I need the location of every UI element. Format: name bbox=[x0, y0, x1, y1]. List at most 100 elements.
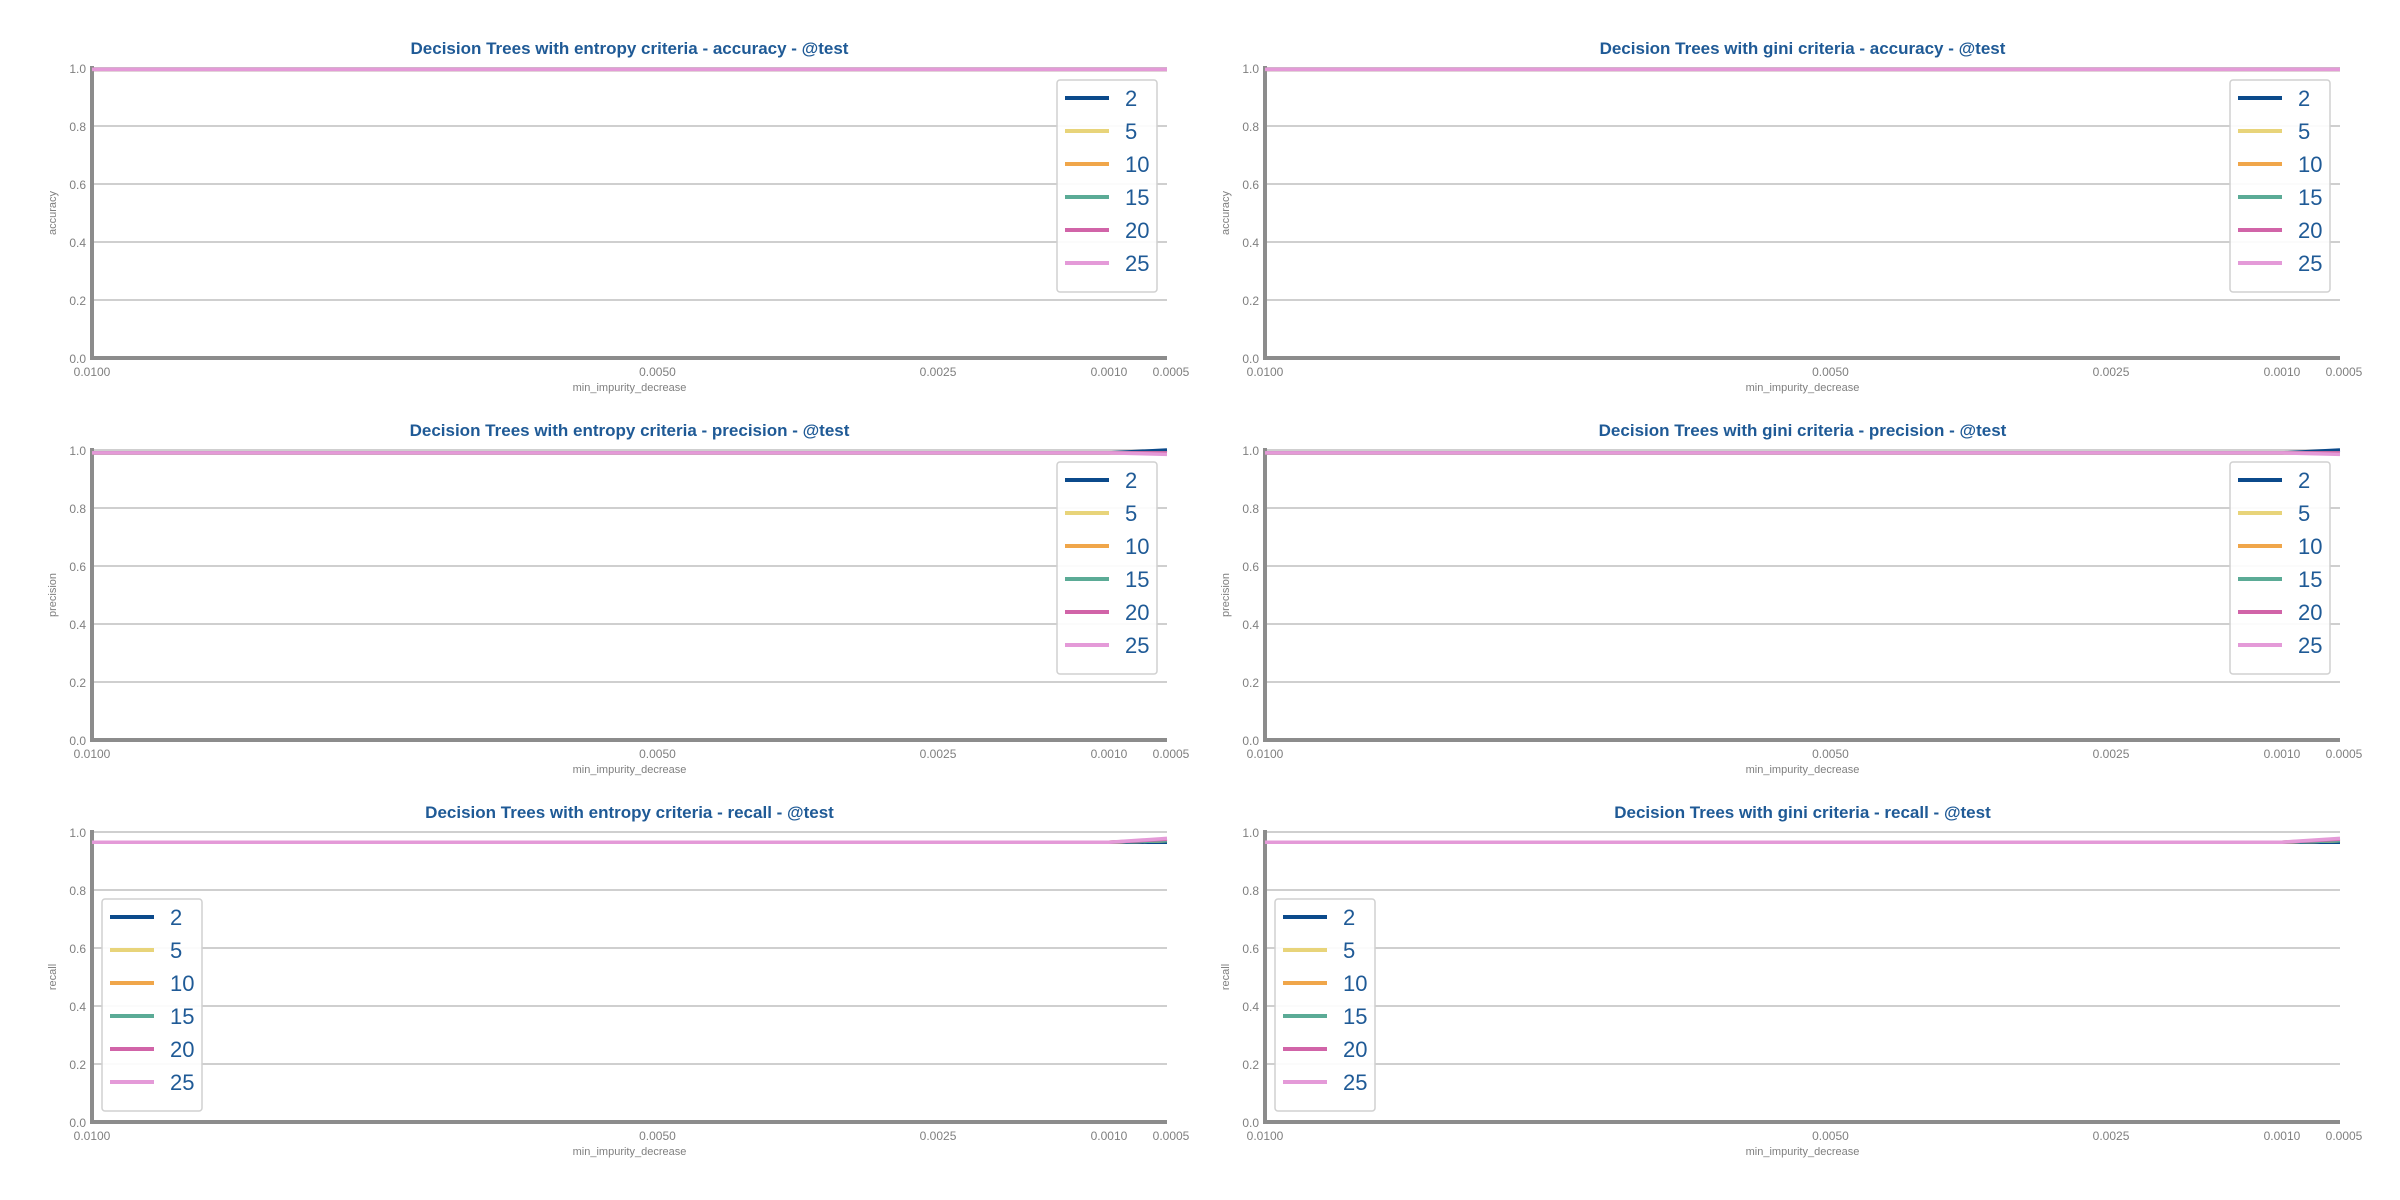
legend-label-2: 2 bbox=[1125, 86, 1137, 111]
y-tick-label: 0.0 bbox=[69, 352, 86, 366]
x-tick-label: 0.0010 bbox=[1091, 365, 1128, 379]
y-tick-label: 0.0 bbox=[1242, 352, 1259, 366]
x-tick-label: 0.0050 bbox=[1812, 747, 1849, 761]
x-tick-label: 0.0010 bbox=[2264, 365, 2301, 379]
y-axis-label: recall bbox=[1220, 964, 1232, 990]
legend-label-5: 5 bbox=[2298, 501, 2310, 526]
y-tick-label: 0.8 bbox=[1242, 120, 1259, 134]
chart-title: Decision Trees with entropy criteria - p… bbox=[410, 421, 850, 440]
legend-label-5: 5 bbox=[170, 938, 182, 963]
y-tick-label: 1.0 bbox=[69, 826, 86, 840]
x-tick-label: 0.0100 bbox=[74, 365, 111, 379]
chart-panel-4: Decision Trees with entropy criteria - r… bbox=[47, 803, 1190, 1158]
y-tick-label: 0.4 bbox=[1242, 1000, 1259, 1014]
y-tick-label: 0.6 bbox=[69, 178, 86, 192]
legend-label-25: 25 bbox=[170, 1070, 194, 1095]
y-tick-label: 0.8 bbox=[69, 502, 86, 516]
legend-label-2: 2 bbox=[1343, 905, 1355, 930]
legend-label-20: 20 bbox=[1125, 600, 1149, 625]
x-tick-label: 0.0025 bbox=[2093, 1129, 2130, 1143]
legend-label-10: 10 bbox=[170, 971, 194, 996]
x-axis-label: min_impurity_decrease bbox=[1746, 382, 1860, 394]
y-tick-label: 1.0 bbox=[69, 444, 86, 458]
legend-label-25: 25 bbox=[1125, 251, 1149, 276]
y-axis-label: accuracy bbox=[1220, 190, 1232, 235]
x-tick-label: 0.0050 bbox=[1812, 365, 1849, 379]
series-line-25 bbox=[1265, 838, 2340, 842]
x-tick-label: 0.0010 bbox=[1091, 1129, 1128, 1143]
chart-panel-5: Decision Trees with gini criteria - reca… bbox=[1220, 803, 2363, 1158]
x-tick-label: 0.0005 bbox=[2326, 1129, 2363, 1143]
y-axis-label: recall bbox=[47, 964, 59, 990]
legend-label-20: 20 bbox=[2298, 218, 2322, 243]
x-tick-label: 0.0025 bbox=[920, 365, 957, 379]
legend-label-15: 15 bbox=[1343, 1004, 1367, 1029]
y-tick-label: 0.2 bbox=[1242, 294, 1259, 308]
y-tick-label: 0.4 bbox=[69, 618, 86, 632]
legend-label-10: 10 bbox=[2298, 152, 2322, 177]
y-tick-label: 0.4 bbox=[69, 236, 86, 250]
x-tick-label: 0.0010 bbox=[2264, 747, 2301, 761]
legend-label-15: 15 bbox=[1125, 185, 1149, 210]
x-tick-label: 0.0010 bbox=[1091, 747, 1128, 761]
x-axis-label: min_impurity_decrease bbox=[573, 382, 687, 394]
y-tick-label: 0.8 bbox=[69, 120, 86, 134]
legend-label-5: 5 bbox=[1125, 119, 1137, 144]
y-axis-label: precision bbox=[1220, 573, 1232, 617]
y-tick-label: 1.0 bbox=[1242, 826, 1259, 840]
x-tick-label: 0.0050 bbox=[639, 1129, 676, 1143]
y-tick-label: 0.8 bbox=[1242, 884, 1259, 898]
legend-label-25: 25 bbox=[2298, 633, 2322, 658]
y-tick-label: 0.6 bbox=[1242, 942, 1259, 956]
legend-label-25: 25 bbox=[2298, 251, 2322, 276]
chart-panel-0: Decision Trees with entropy criteria - a… bbox=[47, 39, 1190, 394]
x-tick-label: 0.0005 bbox=[2326, 365, 2363, 379]
chart-panel-3: Decision Trees with gini criteria - prec… bbox=[1220, 421, 2363, 776]
chart-title: Decision Trees with gini criteria - accu… bbox=[1600, 39, 2006, 58]
y-tick-label: 0.2 bbox=[69, 676, 86, 690]
x-tick-label: 0.0005 bbox=[1153, 1129, 1190, 1143]
y-tick-label: 0.2 bbox=[1242, 676, 1259, 690]
x-tick-label: 0.0025 bbox=[2093, 747, 2130, 761]
series-line-25 bbox=[92, 453, 1167, 455]
x-tick-label: 0.0100 bbox=[1247, 365, 1284, 379]
y-tick-label: 0.6 bbox=[1242, 178, 1259, 192]
x-tick-label: 0.0050 bbox=[639, 365, 676, 379]
chart-title: Decision Trees with entropy criteria - a… bbox=[411, 39, 849, 58]
legend-label-15: 15 bbox=[2298, 185, 2322, 210]
x-tick-label: 0.0050 bbox=[1812, 1129, 1849, 1143]
y-tick-label: 0.2 bbox=[1242, 1058, 1259, 1072]
chart-title: Decision Trees with gini criteria - reca… bbox=[1614, 803, 1991, 822]
legend-label-2: 2 bbox=[2298, 86, 2310, 111]
y-tick-label: 0.8 bbox=[69, 884, 86, 898]
legend-label-5: 5 bbox=[1343, 938, 1355, 963]
legend-label-20: 20 bbox=[1343, 1037, 1367, 1062]
y-tick-label: 1.0 bbox=[1242, 62, 1259, 76]
x-tick-label: 0.0025 bbox=[2093, 365, 2130, 379]
x-axis-label: min_impurity_decrease bbox=[573, 1146, 687, 1158]
y-axis-label: precision bbox=[47, 573, 59, 617]
legend-label-10: 10 bbox=[1125, 534, 1149, 559]
y-tick-label: 0.6 bbox=[1242, 560, 1259, 574]
legend-label-10: 10 bbox=[1125, 152, 1149, 177]
x-tick-label: 0.0005 bbox=[1153, 747, 1190, 761]
y-tick-label: 0.4 bbox=[1242, 236, 1259, 250]
legend-label-15: 15 bbox=[2298, 567, 2322, 592]
y-tick-label: 1.0 bbox=[69, 62, 86, 76]
x-tick-label: 0.0005 bbox=[1153, 365, 1190, 379]
legend-label-15: 15 bbox=[170, 1004, 194, 1029]
x-tick-label: 0.0010 bbox=[2264, 1129, 2301, 1143]
y-tick-label: 0.2 bbox=[69, 294, 86, 308]
x-axis-label: min_impurity_decrease bbox=[1746, 764, 1860, 776]
x-axis-label: min_impurity_decrease bbox=[1746, 1146, 1860, 1158]
legend-label-10: 10 bbox=[1343, 971, 1367, 996]
legend-label-2: 2 bbox=[170, 905, 182, 930]
legend-label-25: 25 bbox=[1343, 1070, 1367, 1095]
x-tick-label: 0.0100 bbox=[74, 747, 111, 761]
